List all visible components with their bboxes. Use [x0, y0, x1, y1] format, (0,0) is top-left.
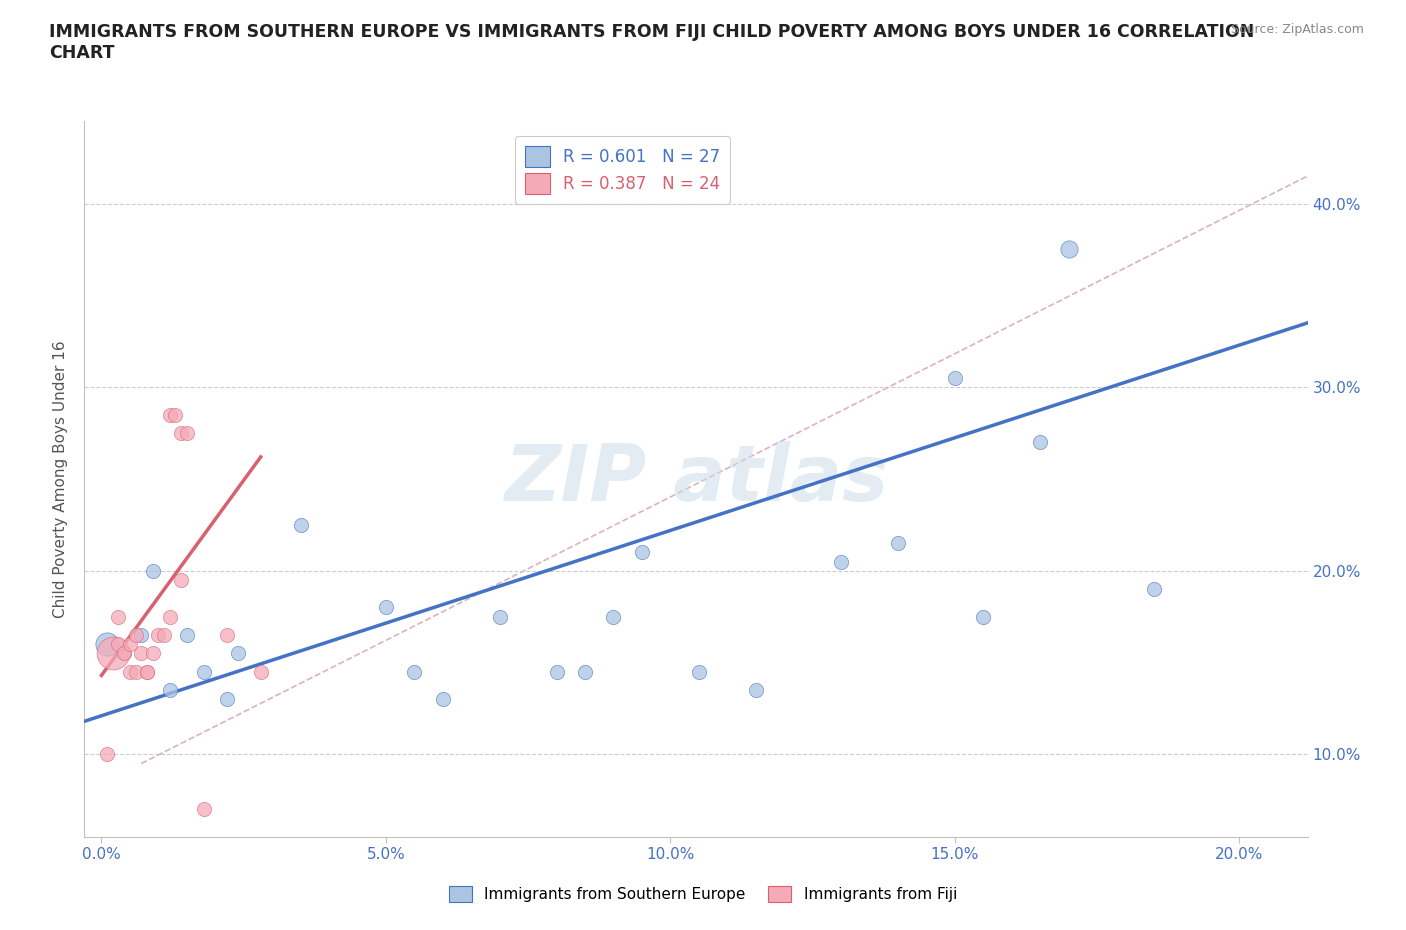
- Point: [226, 646, 249, 661]
- Legend: Immigrants from Southern Europe, Immigrants from Fiji: Immigrants from Southern Europe, Immigra…: [443, 880, 963, 909]
- Point: [112, 646, 135, 661]
- Point: [546, 664, 568, 679]
- Point: [602, 609, 624, 624]
- Point: [159, 609, 181, 624]
- Point: [744, 683, 766, 698]
- Point: [142, 564, 165, 578]
- Legend: R = 0.601   N = 27, R = 0.387   N = 24: R = 0.601 N = 27, R = 0.387 N = 24: [515, 137, 730, 204]
- Point: [432, 692, 454, 707]
- Point: [193, 802, 215, 817]
- Point: [136, 664, 159, 679]
- Point: [574, 664, 596, 679]
- Text: ZIP atlas: ZIP atlas: [503, 441, 889, 517]
- Point: [972, 609, 994, 624]
- Point: [1029, 435, 1052, 450]
- Point: [170, 573, 193, 588]
- Point: [129, 628, 152, 643]
- Point: [136, 664, 159, 679]
- Point: [148, 628, 170, 643]
- Point: [101, 646, 124, 661]
- Point: [943, 370, 966, 385]
- Point: [129, 646, 152, 661]
- Point: [165, 407, 187, 422]
- Point: [215, 628, 238, 643]
- Y-axis label: Child Poverty Among Boys Under 16: Child Poverty Among Boys Under 16: [53, 340, 69, 618]
- Point: [107, 637, 129, 652]
- Point: [159, 683, 181, 698]
- Point: [124, 628, 146, 643]
- Point: [118, 664, 141, 679]
- Point: [153, 628, 176, 643]
- Point: [488, 609, 510, 624]
- Point: [142, 646, 165, 661]
- Point: [124, 664, 146, 679]
- Point: [688, 664, 710, 679]
- Point: [193, 664, 215, 679]
- Point: [404, 664, 426, 679]
- Point: [170, 426, 193, 441]
- Point: [96, 747, 118, 762]
- Point: [374, 600, 396, 615]
- Point: [887, 536, 910, 551]
- Point: [631, 545, 654, 560]
- Point: [249, 664, 271, 679]
- Point: [215, 692, 238, 707]
- Point: [112, 646, 135, 661]
- Point: [176, 628, 198, 643]
- Text: IMMIGRANTS FROM SOUTHERN EUROPE VS IMMIGRANTS FROM FIJI CHILD POVERTY AMONG BOYS: IMMIGRANTS FROM SOUTHERN EUROPE VS IMMIG…: [49, 23, 1254, 62]
- Point: [96, 637, 118, 652]
- Text: Source: ZipAtlas.com: Source: ZipAtlas.com: [1230, 23, 1364, 36]
- Point: [830, 554, 852, 569]
- Point: [159, 407, 181, 422]
- Point: [176, 426, 198, 441]
- Point: [107, 609, 129, 624]
- Point: [1143, 581, 1166, 596]
- Point: [290, 517, 312, 532]
- Point: [118, 637, 141, 652]
- Point: [1057, 242, 1080, 257]
